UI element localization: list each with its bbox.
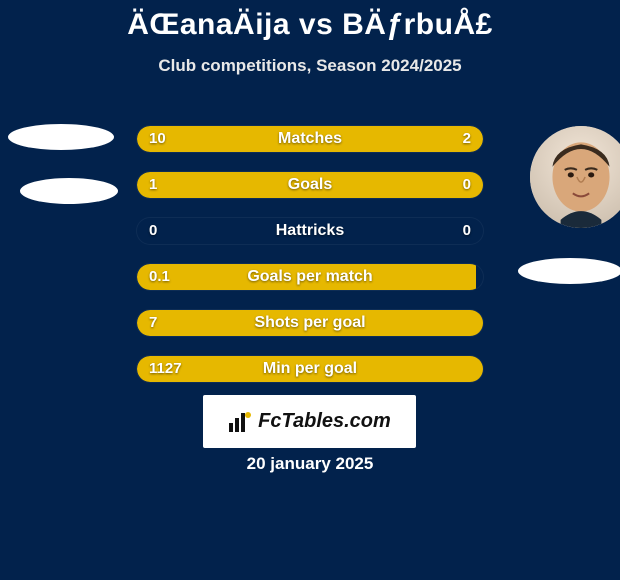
- player-avatar-right: [530, 126, 620, 228]
- placeholder-shape: [20, 178, 118, 204]
- footer-date: 20 january 2025: [0, 454, 620, 474]
- stats-rows: 10Matches21Goals00Hattricks00.1Goals per…: [137, 126, 483, 402]
- stat-row: 7Shots per goal: [137, 310, 483, 336]
- stat-label: Hattricks: [137, 218, 483, 244]
- page-subtitle: Club competitions, Season 2024/2025: [0, 56, 620, 76]
- placeholder-shape: [8, 124, 114, 150]
- stat-row: 0Hattricks0: [137, 218, 483, 244]
- stat-row: 1Goals0: [137, 172, 483, 198]
- stat-value-right: 0: [463, 172, 471, 198]
- stat-row: 1127Min per goal: [137, 356, 483, 382]
- stat-label: Goals per match: [137, 264, 483, 290]
- stat-label: Goals: [137, 172, 483, 198]
- stat-label: Min per goal: [137, 356, 483, 382]
- stat-value-right: 2: [463, 126, 471, 152]
- stat-label: Matches: [137, 126, 483, 152]
- stat-row: 0.1Goals per match: [137, 264, 483, 290]
- stat-row: 10Matches2: [137, 126, 483, 152]
- stat-label: Shots per goal: [137, 310, 483, 336]
- stat-value-right: 0: [463, 218, 471, 244]
- logo-text: FcTables.com: [258, 410, 391, 433]
- page-title: ÄŒanaÄija vs BÄƒrbuÅ£: [0, 0, 620, 42]
- fctables-logo[interactable]: FcTables.com: [203, 395, 416, 448]
- placeholder-shape: [518, 258, 620, 284]
